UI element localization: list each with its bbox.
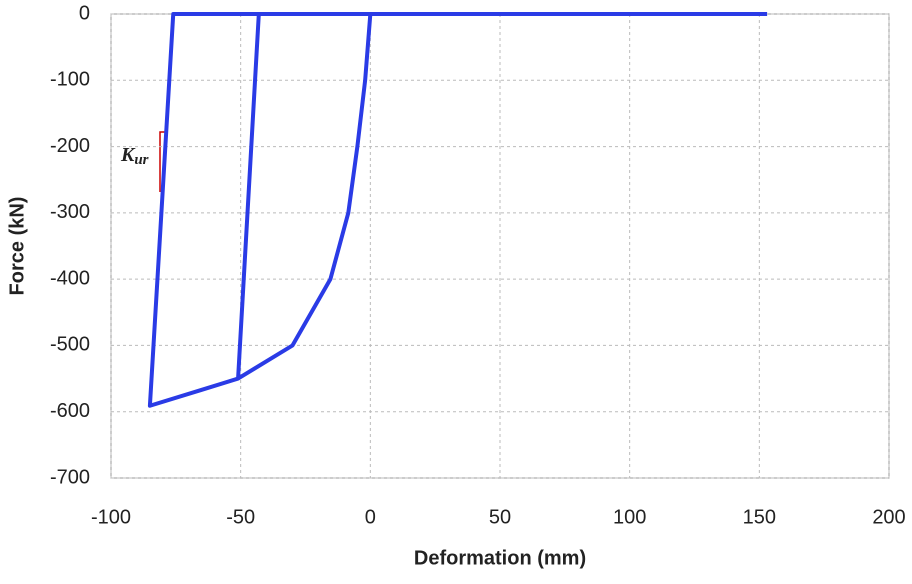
x-tick-label: -100 xyxy=(91,506,131,528)
x-tick-label: 150 xyxy=(743,506,776,528)
x-tick-label: -50 xyxy=(226,506,255,528)
y-tick-label: -400 xyxy=(50,267,90,289)
y-tick-label: -200 xyxy=(50,135,90,157)
x-tick-label: 100 xyxy=(613,506,646,528)
annotation-subscript: ur xyxy=(134,152,148,168)
y-tick-label: -300 xyxy=(50,201,90,223)
annotation-text: K xyxy=(120,144,136,166)
y-tick-label: -500 xyxy=(50,334,90,356)
y-tick-label: -600 xyxy=(50,400,90,422)
y-axis-title: Force (kN) xyxy=(6,197,28,296)
x-tick-label: 50 xyxy=(489,506,511,528)
annotation: Kur xyxy=(120,144,149,169)
x-tick-label: 200 xyxy=(872,506,905,528)
y-tick-label: -700 xyxy=(50,466,90,488)
plot-frame xyxy=(110,13,890,479)
kur-bracket xyxy=(159,131,166,192)
data-line xyxy=(147,12,768,408)
y-tick-label: -100 xyxy=(50,69,90,91)
x-axis-title: Deformation (mm) xyxy=(414,547,586,569)
x-tick-label: 0 xyxy=(365,506,376,528)
y-tick-label: 0 xyxy=(79,2,90,24)
